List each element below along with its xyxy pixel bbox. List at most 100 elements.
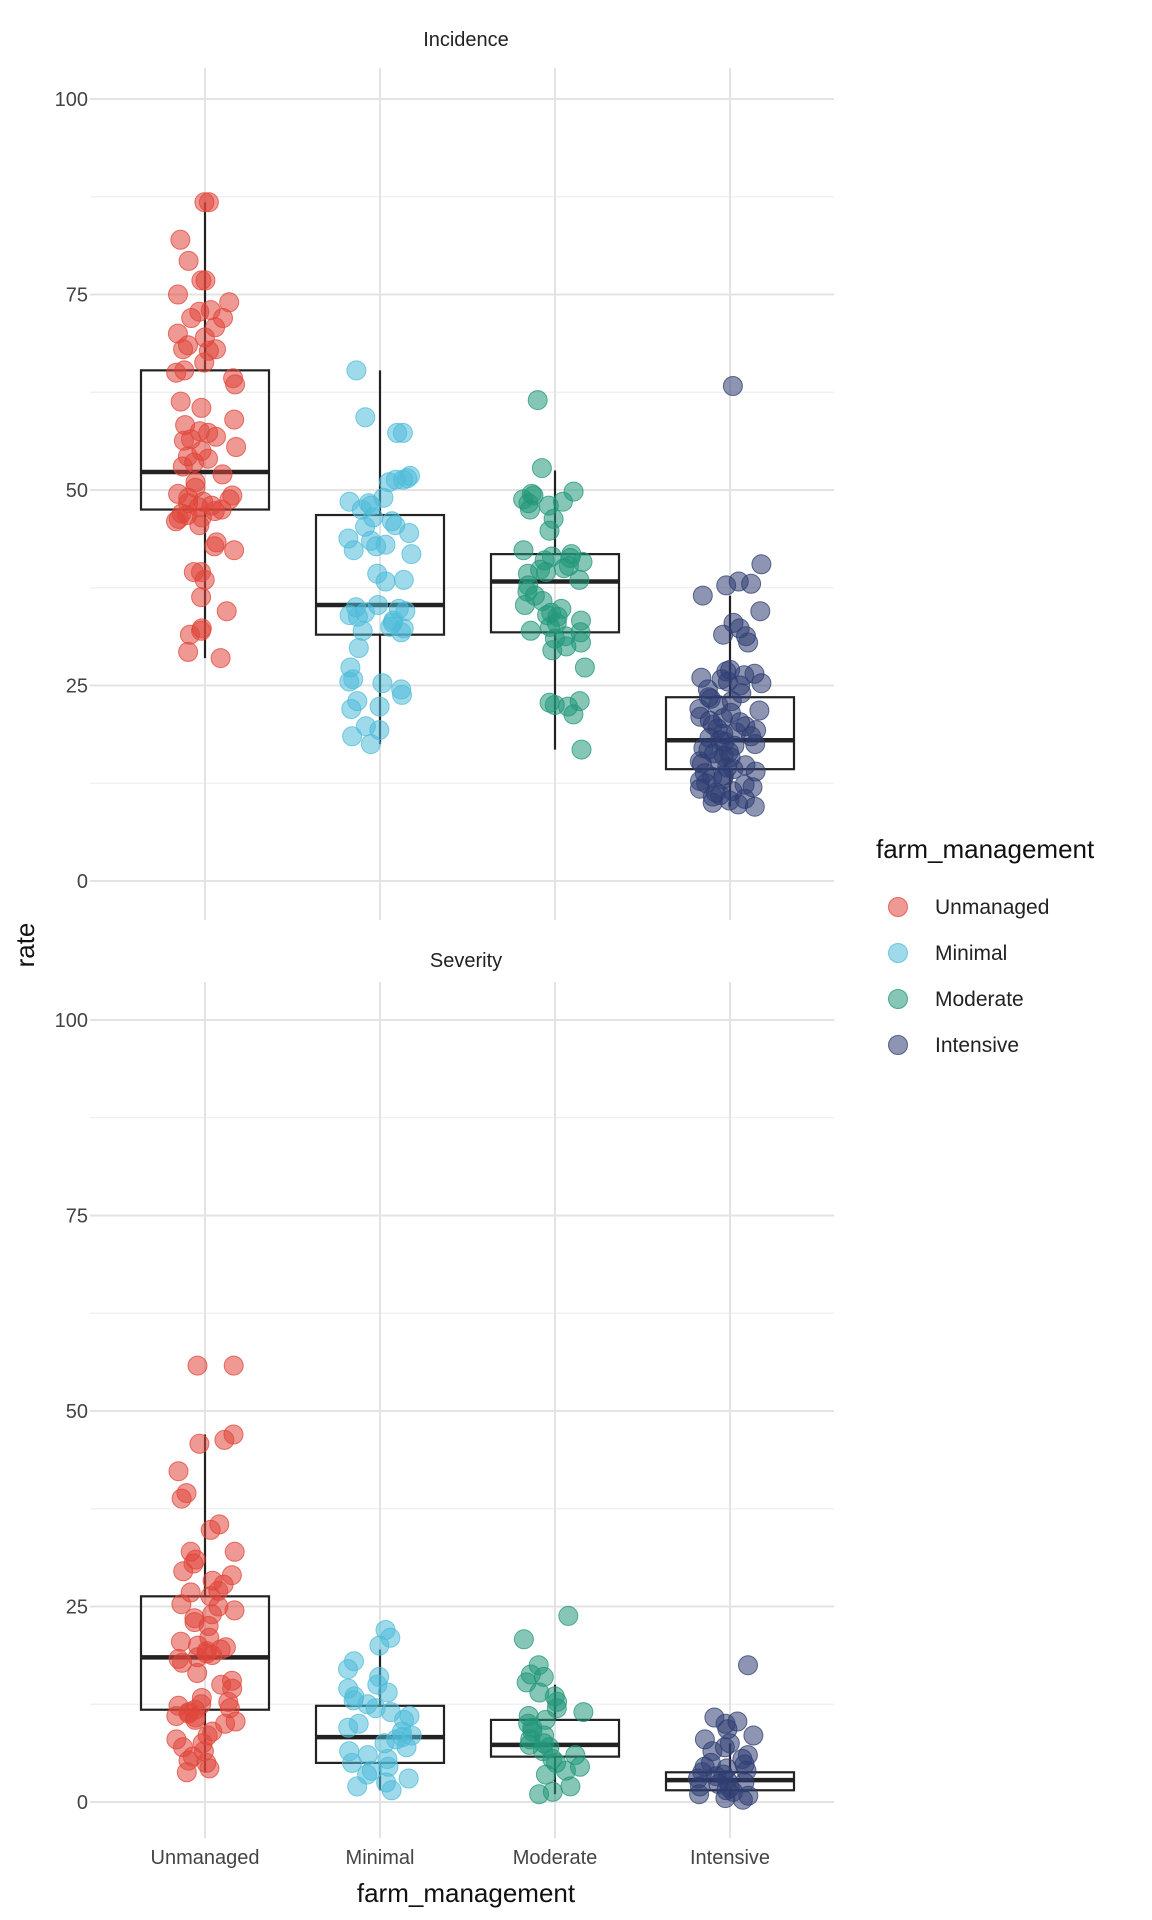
- data-point: [347, 1776, 368, 1797]
- data-point: [535, 1764, 556, 1785]
- data-point: [191, 587, 212, 608]
- points-moderate: [513, 1605, 594, 1805]
- panel-incidence: Incidence 0 25 50 75 100: [55, 29, 834, 920]
- data-point: [536, 562, 556, 583]
- data-point: [563, 704, 584, 725]
- data-point: [172, 456, 193, 477]
- x-axis-title: farm_management: [357, 1878, 576, 1908]
- data-point: [224, 409, 245, 430]
- legend-label: Intensive: [935, 1034, 1019, 1057]
- data-point: [520, 620, 541, 641]
- y-tick-label: 25: [66, 676, 88, 698]
- data-point: [194, 352, 215, 373]
- data-point: [187, 1663, 208, 1683]
- data-point: [743, 1725, 764, 1746]
- legend-item-intensive: Intensive: [888, 1034, 1019, 1057]
- data-point: [194, 569, 215, 590]
- data-point: [189, 1433, 210, 1454]
- data-point: [195, 270, 216, 291]
- data-point: [348, 638, 369, 658]
- data-point: [732, 1789, 753, 1810]
- data-point: [745, 734, 766, 755]
- data-point: [181, 308, 202, 328]
- legend-key: [888, 943, 908, 963]
- data-point: [689, 1784, 710, 1805]
- data-point: [715, 1788, 736, 1809]
- data-point: [744, 796, 765, 817]
- data-point: [574, 657, 595, 678]
- data-point: [750, 601, 771, 622]
- data-point: [531, 458, 552, 479]
- data-point: [716, 575, 737, 596]
- facet-panels: Incidence 0 25 50 75 100 Severity 0 25 50 75 100 Unm…: [55, 29, 834, 1869]
- data-point: [185, 1709, 206, 1730]
- data-point: [401, 544, 422, 565]
- data-point: [166, 1706, 187, 1726]
- data-point: [199, 1758, 220, 1779]
- data-point: [573, 1702, 594, 1723]
- data-point: [542, 640, 563, 661]
- data-point: [722, 376, 743, 396]
- data-point: [171, 1594, 192, 1615]
- data-point: [171, 1488, 192, 1509]
- data-point: [366, 536, 387, 557]
- data-point: [569, 569, 590, 590]
- data-point: [173, 1561, 194, 1582]
- data-point: [398, 1768, 419, 1789]
- data-point: [206, 426, 226, 447]
- data-point: [224, 540, 245, 561]
- legend-key: [888, 989, 908, 1009]
- y-axis-title: rate: [10, 923, 40, 968]
- x-tick-label: Minimal: [346, 1847, 415, 1869]
- data-point: [372, 673, 393, 694]
- data-point: [224, 1600, 245, 1621]
- panel-title: Incidence: [423, 29, 509, 51]
- points-unmanaged: [166, 192, 247, 669]
- data-point: [514, 595, 535, 615]
- data-point: [338, 1659, 358, 1680]
- data-point: [360, 734, 381, 755]
- data-point: [513, 540, 534, 561]
- data-point: [170, 391, 191, 412]
- data-point: [369, 696, 390, 717]
- data-point: [166, 511, 186, 532]
- data-point: [346, 360, 367, 381]
- data-point: [178, 250, 199, 271]
- data-point: [520, 499, 540, 520]
- data-point: [560, 1776, 581, 1797]
- data-point: [392, 684, 412, 705]
- points-minimal: [338, 360, 422, 755]
- data-point: [728, 794, 749, 815]
- x-tick-label: Intensive: [690, 1847, 770, 1869]
- y-tick-label: 100: [55, 89, 88, 111]
- data-point: [381, 1780, 402, 1801]
- y-tick-label: 75: [66, 1206, 88, 1228]
- data-point: [224, 1541, 245, 1562]
- data-point: [352, 620, 373, 641]
- data-point: [738, 1655, 758, 1676]
- data-point: [338, 1717, 359, 1738]
- data-point: [751, 673, 772, 694]
- points-minimal: [338, 1620, 422, 1801]
- x-tick-label: Unmanaged: [151, 1847, 260, 1869]
- data-point: [342, 1752, 362, 1773]
- data-point: [216, 601, 237, 622]
- data-point: [172, 1652, 193, 1673]
- data-point: [393, 569, 414, 590]
- data-point: [713, 624, 734, 645]
- panel-title: Severity: [430, 950, 502, 972]
- data-point: [396, 1737, 417, 1758]
- legend-label: Moderate: [935, 988, 1024, 1011]
- data-point: [702, 792, 723, 813]
- data-point: [200, 1519, 221, 1540]
- y-tick-label: 0: [77, 1792, 88, 1814]
- data-point: [749, 700, 770, 721]
- data-point: [392, 422, 413, 443]
- data-point: [212, 464, 233, 485]
- data-point: [369, 1635, 390, 1656]
- y-tick-label: 75: [66, 285, 88, 307]
- y-tick-label: 0: [77, 871, 88, 893]
- data-point: [375, 571, 396, 592]
- legend-title: farm_management: [876, 834, 1095, 864]
